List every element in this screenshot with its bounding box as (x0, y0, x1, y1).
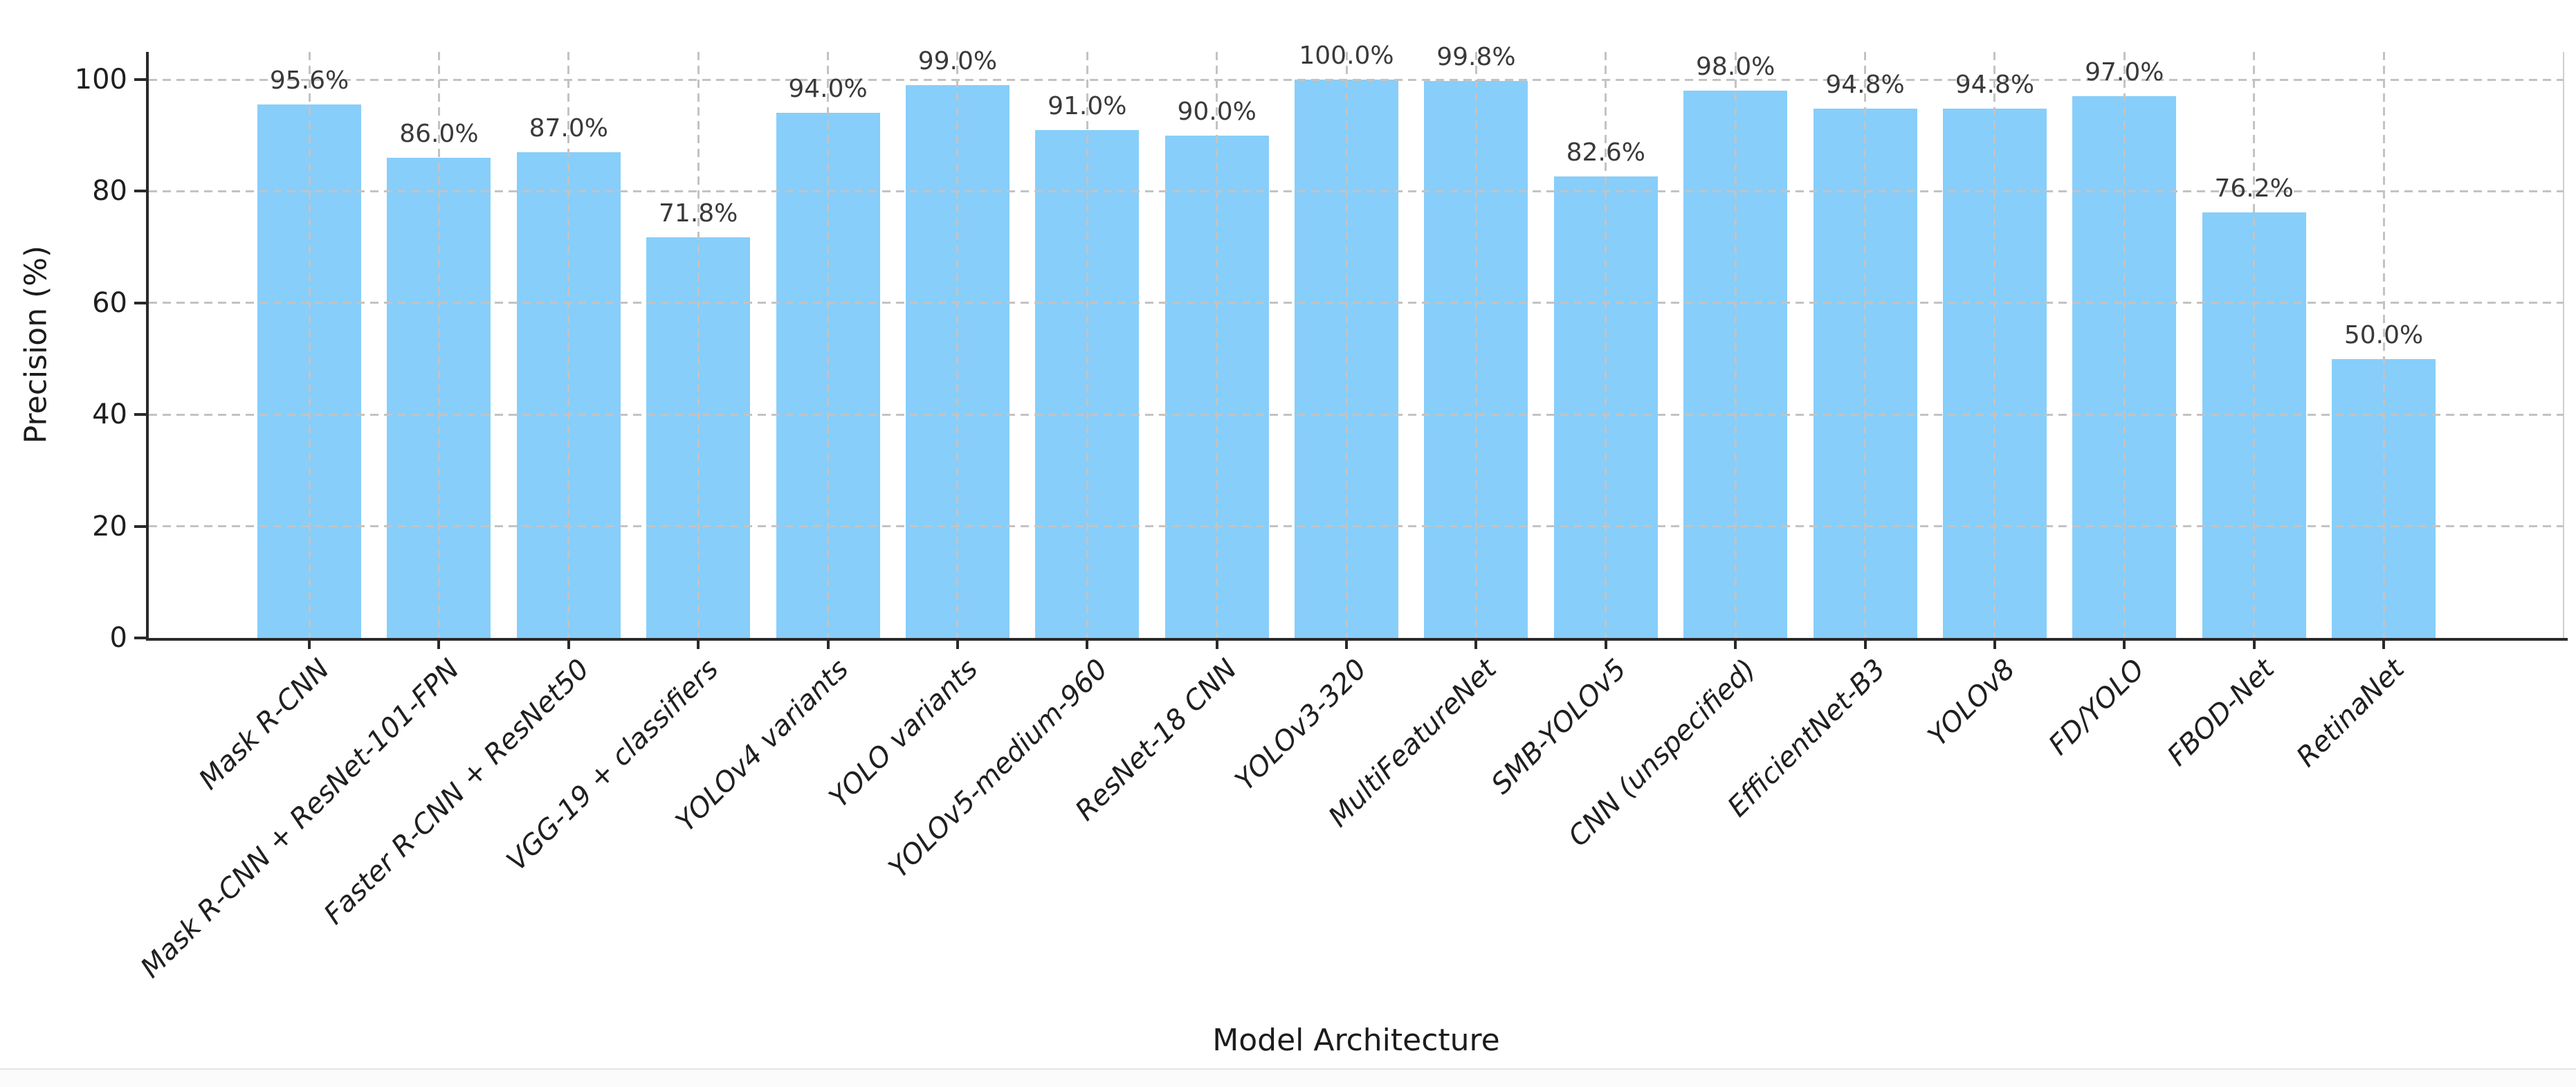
x-gridline (308, 52, 311, 638)
x-tick-mark (308, 638, 311, 649)
y-tick-label: 100 (74, 64, 127, 95)
x-tick-mark (1345, 638, 1348, 649)
bar-value-label: 98.0% (1695, 53, 1775, 82)
x-tick-label: VGG-19 + classifiers (500, 653, 725, 877)
footer-band (0, 1070, 2576, 1087)
bar-value-label: 50.0% (2344, 320, 2424, 349)
x-tick-label: YOLOv8 (1921, 653, 2022, 753)
bar-value-label: 94.0% (788, 75, 868, 104)
x-gridline (1605, 52, 1607, 638)
x-tick-label: FBOD-Net (2162, 653, 2281, 773)
y-gridline (149, 302, 2564, 304)
y-gridline (149, 190, 2564, 192)
x-tick-label: YOLOv5-medium-960 (882, 653, 1114, 885)
x-tick-label: Faster R-CNN + ResNet50 (318, 653, 596, 931)
y-tick-mark (134, 190, 147, 193)
x-tick-label: FD/YOLO (2043, 653, 2151, 762)
x-tick-mark (2252, 638, 2256, 649)
y-gridline (149, 525, 2564, 528)
bar-value-label: 99.0% (917, 47, 998, 76)
bar-value-label: 82.6% (1566, 138, 1645, 167)
x-tick-mark (826, 638, 830, 649)
bar-value-label: 86.0% (399, 119, 479, 148)
x-gridline (2253, 52, 2256, 638)
y-tick-label: 0 (109, 622, 127, 654)
x-gridline (697, 52, 700, 638)
x-tick-mark (2123, 638, 2126, 649)
plot-area: 95.6% 86.0% 87.0% 71.8% 94.0% 99.0% 91.0% 90.0%… (149, 42, 2564, 638)
x-gridline (1993, 52, 1996, 638)
bar-value-label: 99.8% (1436, 42, 1516, 71)
y-tick-label: 40 (92, 399, 127, 431)
bar-value-label: 90.0% (1177, 97, 1257, 126)
y-tick-mark (134, 78, 147, 81)
x-tick-mark (956, 638, 959, 649)
x-gridline (1086, 52, 1088, 638)
x-tick-label: Mask R-CNN (193, 653, 336, 796)
bar-value-label: 94.8% (1825, 70, 1905, 99)
y-tick-mark (134, 413, 147, 417)
y-tick-mark (134, 301, 147, 304)
x-tick-mark (1086, 638, 1089, 649)
bar-value-label: 71.8% (658, 199, 738, 228)
x-tick-mark (1993, 638, 1996, 649)
x-gridline (827, 52, 829, 638)
x-tick-label: YOLOv3-320 (1229, 653, 1373, 797)
bar-value-label: 87.0% (529, 113, 608, 143)
x-tick-mark (1863, 638, 1867, 649)
x-gridline (1216, 52, 1218, 638)
footer-divider (0, 1068, 2576, 1070)
bar-value-label: 76.2% (2214, 174, 2294, 203)
x-tick-mark (1474, 638, 1478, 649)
x-gridline (1474, 52, 1477, 638)
x-tick-label: RetinaNet (2290, 653, 2411, 774)
x-tick-mark (567, 638, 570, 649)
bar-value-label: 95.6% (269, 66, 349, 95)
x-tick-mark (1734, 638, 1737, 649)
y-tick-label: 20 (92, 510, 127, 542)
x-gridline (956, 52, 959, 638)
x-gridline (1734, 52, 1737, 638)
x-axis-title: Model Architecture (1212, 1023, 1500, 1058)
y-tick-label: 80 (92, 175, 127, 208)
bar-value-label: 91.0% (1048, 91, 1127, 120)
y-gridline (149, 413, 2564, 416)
bar-value-label: 97.0% (2085, 58, 2164, 87)
y-axis-spine (146, 52, 149, 641)
x-tick-mark (1215, 638, 1218, 649)
x-gridline (2123, 52, 2126, 638)
x-axis-spine (146, 638, 2568, 641)
x-gridline (2382, 52, 2385, 638)
x-gridline (437, 52, 440, 638)
x-gridline (1864, 52, 1866, 638)
x-tick-label: SMB-YOLOv5 (1485, 653, 1633, 801)
x-tick-mark (697, 638, 700, 649)
y-tick-mark (134, 637, 147, 639)
right-spine (2563, 52, 2564, 638)
y-tick-label: 60 (92, 286, 127, 319)
bar-value-label: 94.8% (1955, 70, 2035, 99)
x-gridline (567, 52, 570, 638)
bar-value-label: 100.0% (1299, 42, 1394, 70)
x-tick-mark (2382, 638, 2385, 649)
x-tick-mark (437, 638, 441, 649)
x-tick-mark (1604, 638, 1607, 649)
y-gridline (149, 78, 2564, 81)
y-tick-mark (134, 524, 147, 528)
x-gridline (1345, 52, 1348, 638)
